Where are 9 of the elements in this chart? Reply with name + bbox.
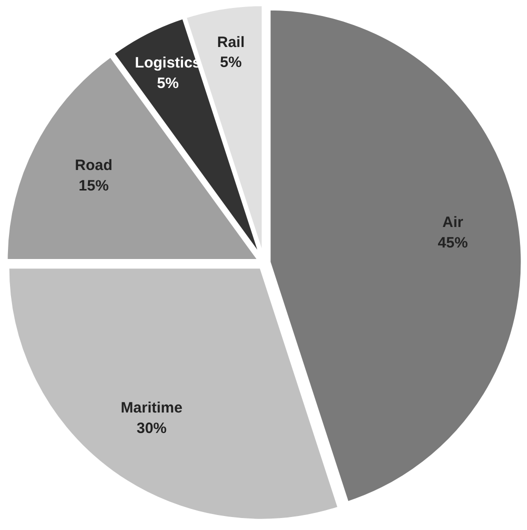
slice-label: Maritime <box>120 400 182 417</box>
data-label: 5% <box>220 54 242 72</box>
data-label: 5% <box>156 74 179 92</box>
slice-label: Road <box>74 156 112 174</box>
data-label: 45% <box>438 234 468 252</box>
data-label: 15% <box>78 177 109 194</box>
slice-label: Rail <box>217 34 245 51</box>
data-label: 30% <box>136 420 167 438</box>
slice-label: Air <box>442 214 464 232</box>
